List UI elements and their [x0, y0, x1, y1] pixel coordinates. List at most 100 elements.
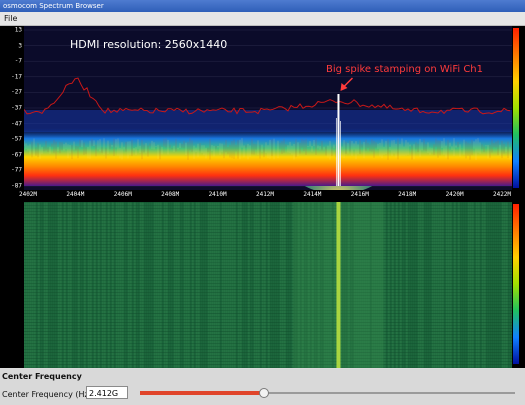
waterfall-column [46, 202, 48, 368]
waterfall-column [170, 202, 172, 368]
waterfall-column [64, 202, 66, 368]
waterfall-column [220, 202, 222, 368]
waterfall-row [24, 256, 512, 257]
waterfall-column [180, 202, 182, 368]
waterfall-column [146, 202, 148, 368]
waterfall-plot[interactable] [24, 202, 512, 368]
waterfall-row [24, 307, 512, 308]
waterfall-column [230, 202, 232, 368]
waterfall-column [246, 202, 248, 368]
waterfall-column [392, 202, 394, 368]
x-tick-label: 2406M [113, 191, 132, 198]
waterfall-column [126, 202, 128, 368]
waterfall-column [238, 202, 240, 368]
center-frequency-input[interactable]: 2.412G [86, 386, 128, 399]
waterfall-column [224, 202, 226, 368]
waterfall-column [270, 202, 272, 368]
waterfall-column [192, 202, 194, 368]
waterfall-column [462, 202, 464, 368]
waterfall-column [66, 202, 68, 368]
waterfall-column [306, 202, 308, 368]
x-tick-label: 2416M [350, 191, 369, 198]
waterfall-column [70, 202, 72, 368]
waterfall-column [492, 202, 494, 368]
waterfall-column [58, 202, 60, 368]
waterfall-row [24, 235, 512, 236]
waterfall-column [252, 202, 254, 368]
waterfall-column [44, 202, 46, 368]
waterfall-column [196, 202, 198, 368]
waterfall-column [168, 202, 170, 368]
waterfall-column [478, 202, 480, 368]
waterfall-column [454, 202, 456, 368]
waterfall-column [118, 202, 120, 368]
waterfall-row [24, 283, 512, 284]
waterfall-column [234, 202, 236, 368]
waterfall-row [24, 241, 512, 242]
waterfall-row [24, 334, 512, 335]
frequency-slider-track[interactable] [140, 392, 515, 394]
waterfall-column [132, 202, 134, 368]
waterfall-column [308, 202, 310, 368]
waterfall-column [312, 202, 314, 368]
waterfall-column [54, 202, 56, 368]
y-tick-label: -37 [11, 104, 22, 112]
waterfall-column [484, 202, 486, 368]
waterfall-column [160, 202, 162, 368]
waterfall-column [368, 202, 370, 368]
waterfall-column [450, 202, 452, 368]
waterfall-column [420, 202, 422, 368]
waterfall-column [24, 202, 26, 368]
waterfall-column [204, 202, 206, 368]
waterfall-column [262, 202, 264, 368]
waterfall-column [166, 202, 168, 368]
waterfall-row [24, 295, 512, 296]
waterfall-column [226, 202, 228, 368]
waterfall-column [322, 202, 324, 368]
waterfall-column [386, 202, 388, 368]
waterfall-column [236, 202, 238, 368]
waterfall-column [414, 202, 416, 368]
waterfall-column [142, 202, 144, 368]
waterfall-column [442, 202, 444, 368]
menubar: File [0, 12, 525, 26]
waterfall-column [372, 202, 374, 368]
y-tick-label: -17 [11, 73, 22, 81]
waterfall-column [114, 202, 116, 368]
x-tick-label: 2410M [208, 191, 227, 198]
waterfall-row [24, 322, 512, 323]
frequency-slider-fill [140, 391, 264, 395]
waterfall-column [302, 202, 304, 368]
waterfall-column [110, 202, 112, 368]
waterfall-column [176, 202, 178, 368]
waterfall-column [384, 202, 386, 368]
waterfall-column [422, 202, 424, 368]
waterfall-column [78, 202, 80, 368]
waterfall-row [24, 223, 512, 224]
waterfall-row [24, 250, 512, 251]
waterfall-column [228, 202, 230, 368]
waterfall-column [332, 202, 334, 368]
menu-file[interactable]: File [4, 14, 18, 23]
waterfall-row [24, 355, 512, 356]
frequency-slider-thumb[interactable] [258, 388, 269, 398]
waterfall-column [182, 202, 184, 368]
waterfall-column [86, 202, 88, 368]
waterfall-column [364, 202, 366, 368]
waterfall-column [376, 202, 378, 368]
waterfall-column [410, 202, 412, 368]
waterfall-column [396, 202, 398, 368]
waterfall-column [404, 202, 406, 368]
waterfall-column [186, 202, 188, 368]
y-tick-label: -7 [14, 57, 22, 65]
waterfall-row [24, 352, 512, 353]
waterfall-column [402, 202, 404, 368]
x-tick-label: 2414M [303, 191, 322, 198]
waterfall-column [90, 202, 92, 368]
waterfall-column [412, 202, 414, 368]
waterfall-column [388, 202, 390, 368]
spectrum-plot[interactable] [24, 26, 512, 190]
waterfall-row [24, 202, 512, 203]
waterfall-column [314, 202, 316, 368]
waterfall-column [504, 202, 506, 368]
